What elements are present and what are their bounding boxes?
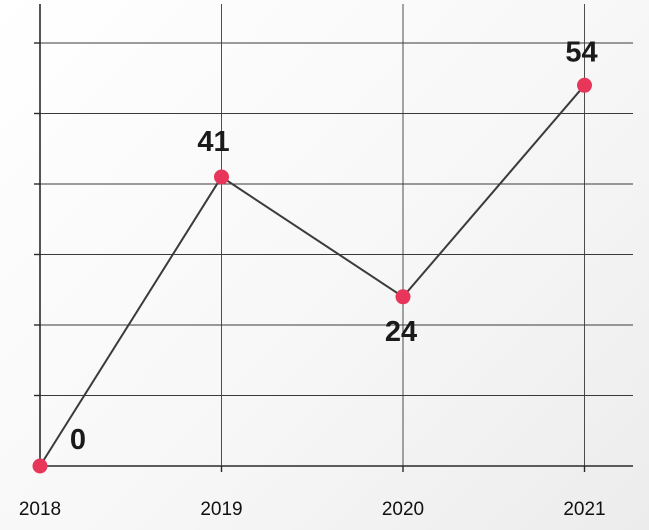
series-layer	[32, 77, 592, 474]
x-tick-label: 2019	[200, 499, 242, 520]
data-point	[395, 289, 411, 305]
data-label: 0	[70, 424, 86, 456]
x-tick-label: 2018	[19, 499, 61, 520]
label-layer: 0 41 24 54 2018 2019 2020 2021	[19, 36, 606, 520]
series-line	[39, 84, 586, 467]
data-point	[577, 77, 592, 93]
grid-layer	[39, 4, 633, 466]
x-tick-label: 2021	[563, 499, 605, 520]
data-label: 24	[385, 316, 417, 348]
axis-layer	[34, 4, 633, 472]
data-point	[214, 169, 229, 185]
data-label: 41	[197, 126, 229, 158]
data-label: 54	[565, 36, 597, 68]
x-tick-label: 2020	[382, 499, 424, 520]
data-point	[32, 458, 48, 474]
